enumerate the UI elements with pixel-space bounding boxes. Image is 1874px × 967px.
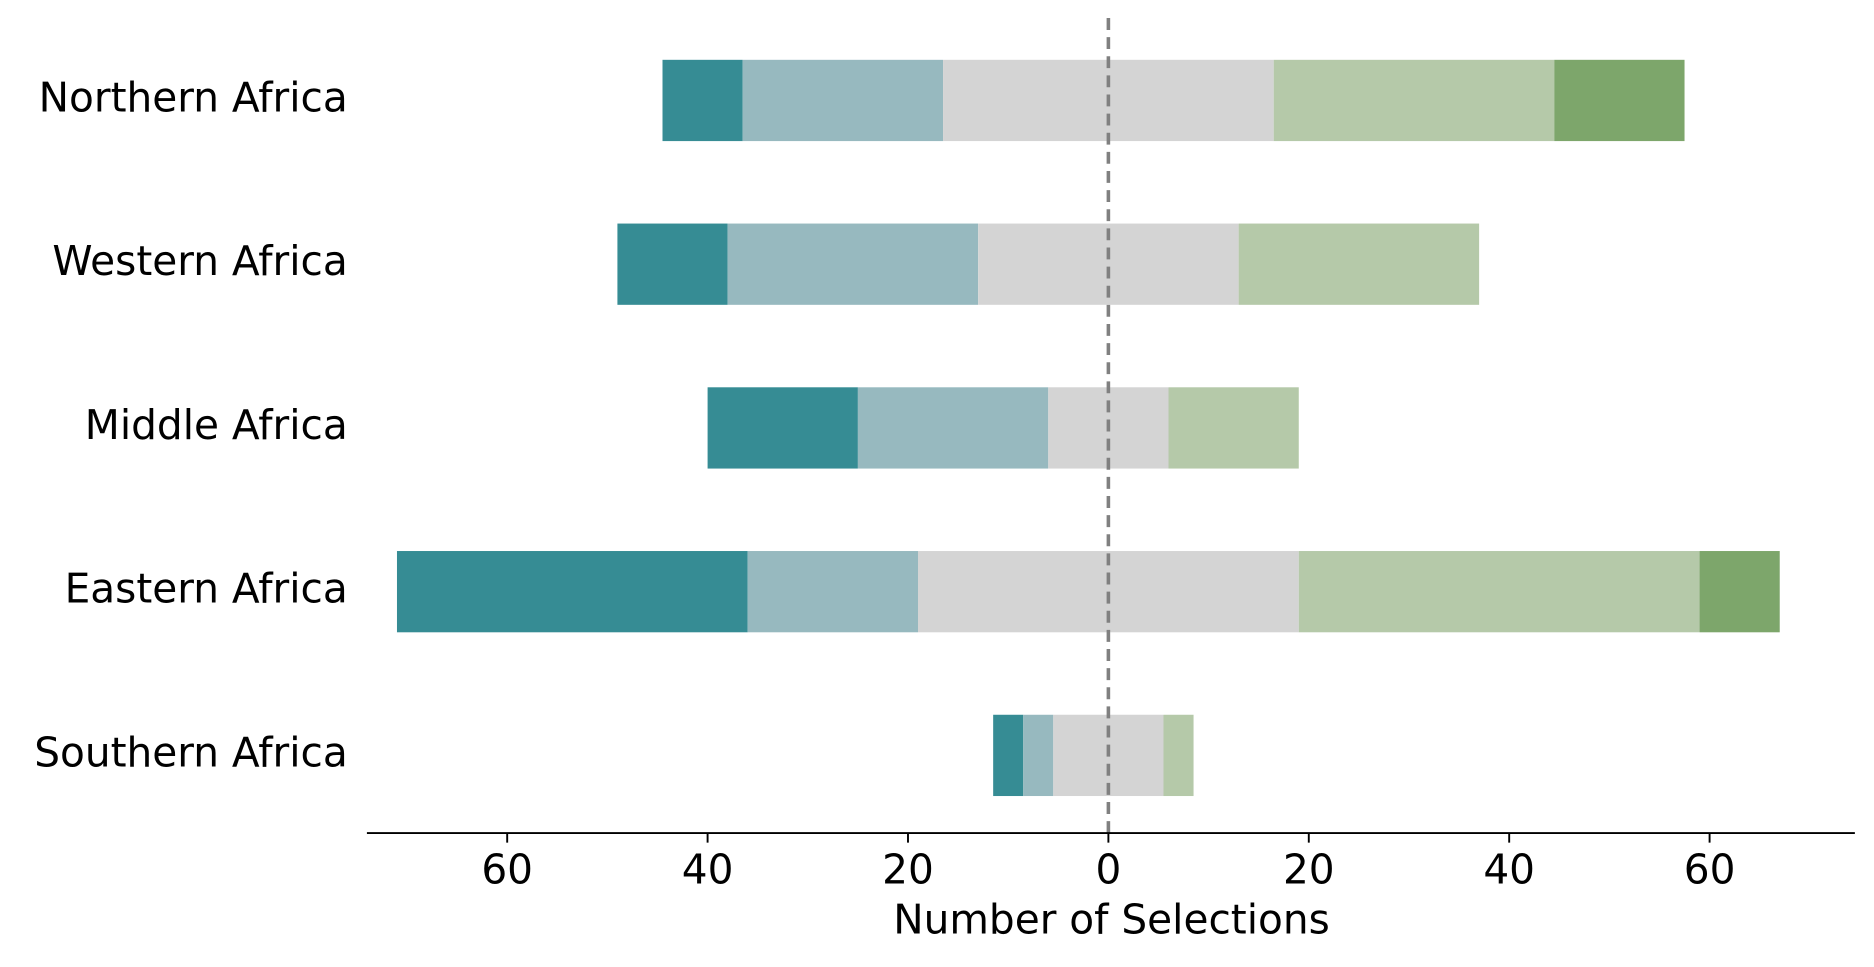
bar-segment — [747, 551, 919, 633]
x-tick-label: 20 — [882, 846, 934, 894]
bar-segment — [617, 223, 728, 305]
bar-segment — [993, 714, 1024, 797]
bar-segment — [727, 223, 979, 305]
bar-segment — [707, 387, 858, 469]
x-tick-label: 40 — [1483, 846, 1535, 894]
x-tick-label: 60 — [481, 846, 533, 894]
bar-segment — [1163, 714, 1194, 797]
category-label: Northern Africa — [39, 73, 348, 121]
x-tick-label: 60 — [1684, 846, 1736, 894]
bar-segment — [1298, 551, 1700, 633]
bar-segment — [742, 59, 944, 142]
category-label: Eastern Africa — [65, 565, 348, 613]
bar-segment — [1699, 551, 1780, 633]
bar-segment — [1273, 59, 1555, 142]
bar-segment — [1168, 387, 1299, 469]
bar-segment — [1238, 223, 1480, 305]
category-label: Middle Africa — [85, 401, 348, 449]
category-label: Southern Africa — [34, 728, 348, 776]
bar-segment — [857, 387, 1049, 469]
x-tick-label: 20 — [1283, 846, 1335, 894]
bar-segment — [662, 59, 743, 142]
bar-segment — [1554, 59, 1685, 142]
x-axis-label: Number of Selections — [893, 896, 1330, 944]
bar-segment — [1023, 714, 1054, 797]
category-label: Western Africa — [52, 237, 347, 285]
bar-segment — [396, 551, 748, 633]
x-tick-label: 40 — [682, 846, 734, 894]
x-tick-label: 0 — [1095, 846, 1121, 894]
